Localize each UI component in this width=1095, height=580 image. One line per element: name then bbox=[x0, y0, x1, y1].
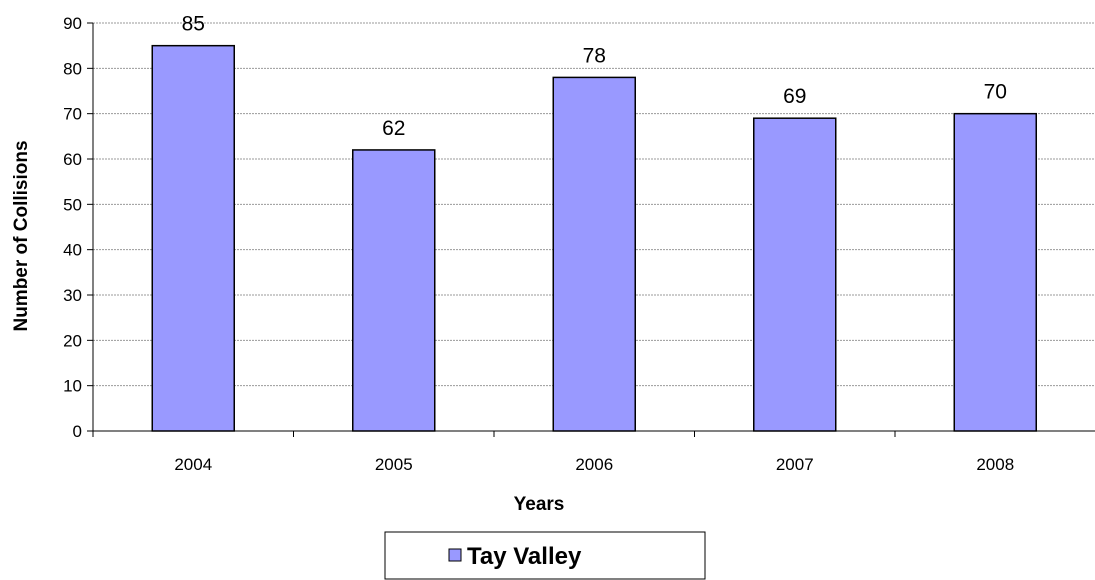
data-label: 70 bbox=[984, 81, 1007, 104]
x-tick-label: 2008 bbox=[976, 455, 1014, 474]
bar bbox=[352, 149, 436, 432]
legend-label: Tay Valley bbox=[467, 543, 582, 570]
legend-swatch-icon bbox=[448, 548, 462, 562]
bar bbox=[953, 112, 1037, 432]
data-label: 62 bbox=[382, 117, 405, 140]
y-tick-label: 90 bbox=[63, 14, 82, 33]
legend-box bbox=[384, 531, 706, 580]
y-tick-label: 0 bbox=[73, 422, 82, 441]
axes bbox=[87, 22, 1095, 437]
y-tick-label: 60 bbox=[63, 150, 82, 169]
bar bbox=[151, 44, 235, 432]
bars bbox=[151, 44, 1037, 432]
x-tick-label: 2005 bbox=[375, 455, 413, 474]
y-tick-label: 70 bbox=[63, 105, 82, 124]
data-label: 78 bbox=[583, 44, 606, 67]
y-tick-label: 50 bbox=[63, 195, 82, 214]
x-tick-label: 2006 bbox=[575, 455, 613, 474]
x-axis-title: Years bbox=[514, 494, 565, 515]
x-tick-label: 2004 bbox=[174, 455, 212, 474]
data-label: 69 bbox=[783, 85, 806, 108]
bar bbox=[552, 76, 636, 432]
y-tick-label: 10 bbox=[63, 377, 82, 396]
data-labels: 85 62 78 69 70 bbox=[182, 13, 1007, 140]
x-tick-label: 2007 bbox=[776, 455, 814, 474]
y-tick-label: 20 bbox=[63, 331, 82, 350]
bar bbox=[753, 117, 837, 432]
y-tick-label: 30 bbox=[63, 286, 82, 305]
y-tick-label: 80 bbox=[63, 59, 82, 78]
legend: Tay Valley bbox=[384, 531, 706, 580]
y-tick-label: 40 bbox=[63, 241, 82, 260]
y-axis-title: Number of Collisions bbox=[11, 140, 32, 331]
data-label: 85 bbox=[182, 13, 205, 36]
tick-labels: 0 10 20 30 40 50 60 70 80 90 2004 2005 2006 2007 2008 bbox=[63, 14, 1014, 474]
